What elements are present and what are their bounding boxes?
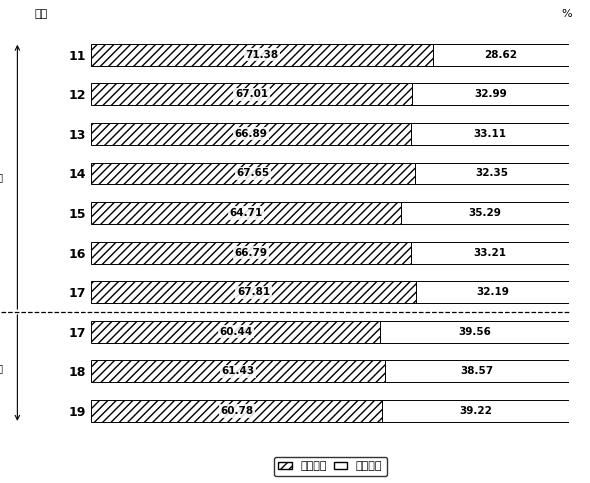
Bar: [385, 360, 569, 382]
Bar: [415, 163, 569, 185]
Text: 38.57: 38.57: [461, 367, 494, 376]
Text: 71.38: 71.38: [245, 50, 278, 60]
Bar: [91, 360, 385, 382]
Bar: [432, 44, 569, 66]
Text: 66.89: 66.89: [235, 129, 268, 139]
Bar: [91, 44, 432, 66]
Text: 64.71: 64.71: [230, 208, 263, 218]
Bar: [382, 400, 569, 422]
Bar: [91, 242, 411, 264]
Text: %: %: [561, 9, 572, 19]
Text: 60.44: 60.44: [219, 327, 253, 337]
Text: 39.22: 39.22: [459, 406, 492, 416]
Bar: [415, 281, 569, 303]
Bar: [412, 84, 569, 105]
Bar: [91, 123, 411, 145]
Text: 33.11: 33.11: [474, 129, 507, 139]
Text: 33.21: 33.21: [474, 248, 506, 257]
Text: 32.19: 32.19: [476, 287, 509, 297]
Bar: [411, 242, 569, 264]
Text: 32.99: 32.99: [474, 89, 507, 99]
Legend: 自主財源, 依存財源: 自主財源, 依存財源: [274, 457, 387, 476]
Bar: [91, 202, 401, 224]
Bar: [91, 163, 415, 185]
Bar: [91, 321, 381, 342]
Text: 67.81: 67.81: [237, 287, 270, 297]
Text: 35.29: 35.29: [468, 208, 502, 218]
Text: 28.62: 28.62: [484, 50, 517, 60]
Bar: [91, 281, 415, 303]
Text: 60.78: 60.78: [220, 406, 253, 416]
Text: 61.43: 61.43: [222, 367, 255, 376]
Bar: [411, 123, 569, 145]
Text: 旧浜松市: 旧浜松市: [0, 172, 4, 182]
Text: 39.56: 39.56: [458, 327, 491, 337]
Text: 66.79: 66.79: [235, 248, 267, 257]
Bar: [91, 400, 382, 422]
Bar: [401, 202, 569, 224]
Bar: [91, 84, 412, 105]
Text: 67.01: 67.01: [235, 89, 268, 99]
Text: 新浜松市: 新浜松市: [0, 363, 4, 373]
Text: 67.65: 67.65: [237, 169, 270, 178]
Text: 年度: 年度: [34, 9, 47, 19]
Bar: [381, 321, 569, 342]
Text: 32.35: 32.35: [476, 169, 509, 178]
